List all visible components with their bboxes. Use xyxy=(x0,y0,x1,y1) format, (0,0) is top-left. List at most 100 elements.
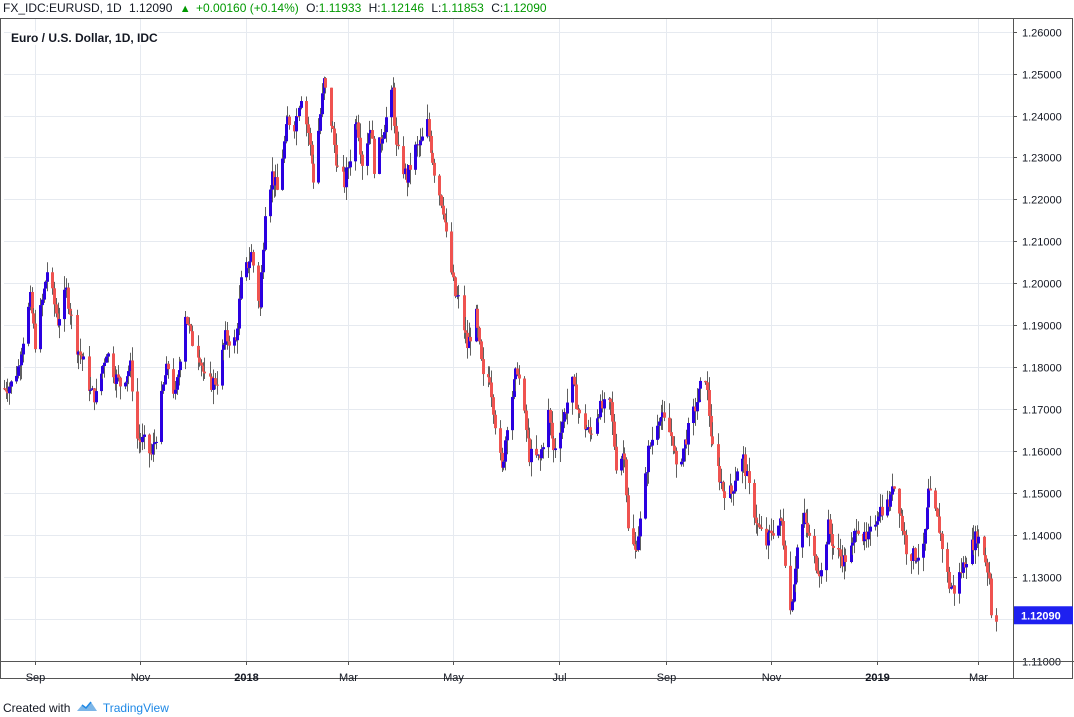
candle-body-254 xyxy=(615,446,618,471)
candle-body-113 xyxy=(274,177,277,186)
candle-body-192 xyxy=(466,332,469,349)
candle-body-310 xyxy=(753,483,756,518)
candle-body-163 xyxy=(395,125,398,145)
candle-body-246 xyxy=(597,417,600,419)
candle-body-53 xyxy=(129,360,132,372)
candle-body-305 xyxy=(741,458,744,472)
candle-body-295 xyxy=(717,444,720,467)
candle-body-3 xyxy=(8,386,11,394)
candle-body-183 xyxy=(444,214,447,223)
candle-body-313 xyxy=(758,524,761,528)
candle-body-381 xyxy=(924,529,927,544)
candle-body-102 xyxy=(248,261,251,269)
candle-body-314 xyxy=(760,527,763,529)
candle-body-287 xyxy=(696,402,699,412)
candle-body-80 xyxy=(197,345,200,358)
candle-body-344 xyxy=(832,545,835,548)
y-tick-label-4: 1.15000 xyxy=(1022,489,1062,501)
candle-body-304 xyxy=(736,471,739,481)
candle-body-231 xyxy=(561,421,564,433)
candle-body-135 xyxy=(330,87,333,126)
candle-body-153 xyxy=(371,130,374,139)
candle-body-291 xyxy=(706,382,709,391)
candle-body-132 xyxy=(321,93,324,115)
candle-body-114 xyxy=(276,177,279,190)
candle-body-409 xyxy=(990,578,993,616)
candle-body-389 xyxy=(941,533,944,550)
symbol-header: FX_IDC:EURUSD, 1D 1.12090 ▲ +0.00160 (+0… xyxy=(0,0,1074,20)
candle-body-75 xyxy=(184,316,187,362)
candle-body-221 xyxy=(537,454,540,456)
chart-frame xyxy=(0,18,1073,679)
candle-body-177 xyxy=(430,135,433,153)
y-tick-label-6: 1.17000 xyxy=(1022,405,1062,417)
candle-body-209 xyxy=(506,430,509,441)
candle-body-364 xyxy=(881,506,884,516)
candle-body-228 xyxy=(552,438,555,451)
candle-body-315 xyxy=(765,528,768,546)
low-value: 1.11853 xyxy=(441,1,484,15)
candle-body-261 xyxy=(634,544,637,550)
candle-body-239 xyxy=(578,409,581,414)
footer-credit[interactable]: Created with TradingView xyxy=(3,700,169,717)
candle-body-62 xyxy=(152,444,155,455)
candle-body-404 xyxy=(977,536,980,544)
candle-body-169 xyxy=(409,165,412,170)
candle-body-35 xyxy=(88,356,91,391)
y-tick-label-11: 1.22000 xyxy=(1022,195,1062,207)
tradingview-brand-link[interactable]: TradingView xyxy=(102,701,169,715)
candle-body-136 xyxy=(331,125,334,129)
candle-body-410 xyxy=(995,615,998,622)
candle-body-143 xyxy=(347,167,350,169)
x-tick-label-1: Nov xyxy=(131,672,151,684)
candle-body-182 xyxy=(442,205,445,215)
candle-body-208 xyxy=(504,440,507,462)
candle-body-130 xyxy=(317,130,320,183)
candle-body-21 xyxy=(53,288,56,305)
candle-body-81 xyxy=(198,357,201,363)
candle-body-296 xyxy=(718,466,721,483)
candle-body-52 xyxy=(127,371,130,377)
candle-body-241 xyxy=(585,429,588,431)
candle-body-298 xyxy=(722,481,725,492)
chart-container[interactable]: 1.110001.120001.130001.140001.150001.160… xyxy=(0,18,1074,698)
candle-body-257 xyxy=(623,453,626,460)
y-tick-label-10: 1.21000 xyxy=(1022,237,1062,249)
candle-body-262 xyxy=(635,549,638,551)
candle-body-306 xyxy=(742,454,745,459)
candle-body-92 xyxy=(224,330,227,345)
candle-body-61 xyxy=(150,453,153,455)
candle-body-375 xyxy=(910,554,913,561)
candle-body-337 xyxy=(817,570,820,575)
candle-body-317 xyxy=(768,530,771,533)
candle-body-326 xyxy=(791,601,794,611)
candle-body-340 xyxy=(825,544,828,571)
candle-body-405 xyxy=(983,536,986,556)
candle-body-280 xyxy=(680,461,683,465)
candle-body-191 xyxy=(464,330,467,333)
candle-body-395 xyxy=(958,572,961,594)
y-tick-label-3: 1.14000 xyxy=(1022,531,1062,543)
candle-body-151 xyxy=(368,133,371,144)
candle-body-128 xyxy=(311,144,314,164)
candle-body-358 xyxy=(867,531,870,540)
candle-body-272 xyxy=(660,416,663,422)
candle-body-236 xyxy=(573,376,576,385)
candle-body-12 xyxy=(31,291,34,314)
candle-body-402 xyxy=(974,531,977,551)
y-tick-label-15: 1.26000 xyxy=(1022,28,1062,40)
candle-body-109 xyxy=(264,216,267,250)
candle-body-73 xyxy=(178,370,181,378)
candle-body-218 xyxy=(528,438,531,463)
candle-body-302 xyxy=(732,491,735,494)
candle-body-327 xyxy=(793,584,796,602)
candle-body-120 xyxy=(293,125,296,132)
candle-body-10 xyxy=(27,306,30,344)
candle-body-325 xyxy=(789,565,792,611)
candle-body-89 xyxy=(216,384,219,386)
price-chart[interactable]: 1.110001.120001.130001.140001.150001.160… xyxy=(0,18,1074,698)
candle-body-202 xyxy=(490,382,493,398)
candle-body-394 xyxy=(953,585,956,594)
candle-body-342 xyxy=(829,519,832,535)
candle-body-243 xyxy=(589,427,592,434)
